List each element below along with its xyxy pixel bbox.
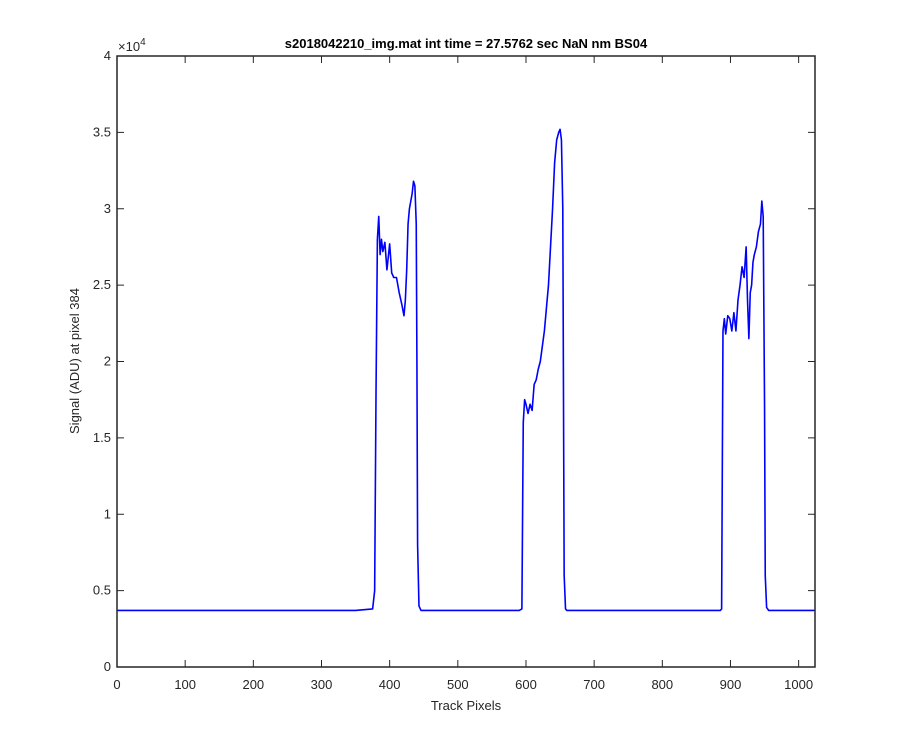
- y-tick-label: 2: [104, 354, 111, 369]
- x-tick-label: 200: [242, 677, 264, 692]
- x-tick-label: 500: [447, 677, 469, 692]
- x-tick-label: 300: [311, 677, 333, 692]
- y-tick-label: 4: [104, 48, 111, 63]
- y-tick-label: 3: [104, 201, 111, 216]
- y-tick-label: 3.5: [93, 124, 111, 139]
- x-tick-label: 400: [379, 677, 401, 692]
- y-tick-label: 2.5: [93, 277, 111, 292]
- y-tick-label: 0.5: [93, 583, 111, 598]
- y-exponent-label: ×104: [118, 37, 146, 54]
- x-tick-label: 900: [720, 677, 742, 692]
- series-line: [117, 128, 815, 612]
- plot-area: [117, 56, 815, 667]
- y-tick-label: 1: [104, 506, 111, 521]
- x-ticks: 0 100 200 300 400 500 600 700 800 900 1000: [113, 56, 813, 692]
- y-exponent-power: 4: [140, 37, 146, 48]
- series-layer: [117, 128, 815, 612]
- y-exponent-base: ×10: [118, 39, 140, 54]
- x-tick-label: 700: [583, 677, 605, 692]
- chart-title: s2018042210_img.mat int time = 27.5762 s…: [285, 36, 648, 51]
- x-tick-label: 1000: [784, 677, 813, 692]
- axes-box: [116, 55, 816, 668]
- x-tick-label: 100: [174, 677, 196, 692]
- x-axis-label: Track Pixels: [431, 698, 502, 713]
- y-tick-label: 0: [104, 659, 111, 674]
- y-tick-label: 1.5: [93, 430, 111, 445]
- x-tick-label: 800: [651, 677, 673, 692]
- y-ticks: 0 0.5 1 1.5 2 2.5 3 3.5 4: [93, 48, 815, 674]
- x-tick-label: 0: [113, 677, 120, 692]
- x-tick-label: 600: [515, 677, 537, 692]
- y-axis-label: Signal (ADU) at pixel 384: [67, 288, 82, 434]
